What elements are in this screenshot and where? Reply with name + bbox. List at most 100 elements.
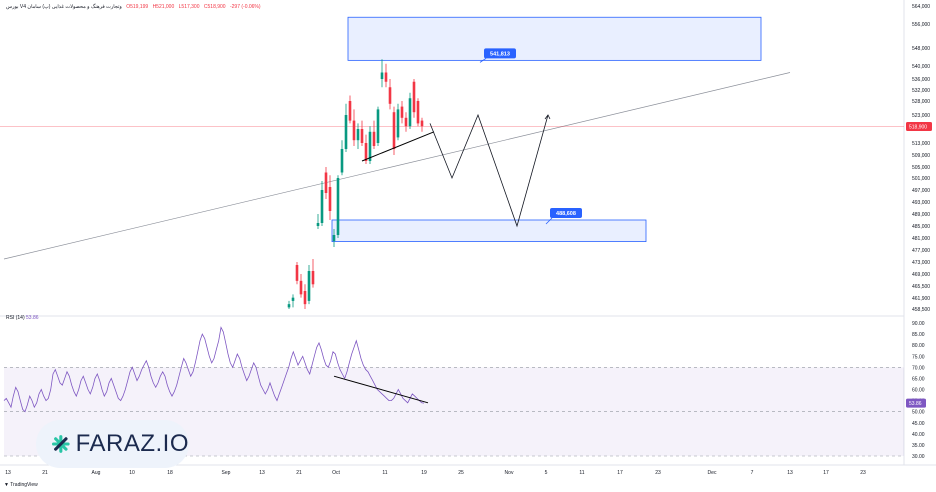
time-tick-15: 17: [617, 470, 623, 476]
candle-body-7: [316, 223, 320, 226]
price-tick-7: 523,000: [912, 113, 930, 119]
candle-body-32: [416, 101, 420, 124]
supply-demand-zones: 541,813 488,608: [331, 16, 762, 243]
long-trend-line: [3, 72, 791, 260]
time-tick-3: 10: [129, 470, 135, 476]
zone-label-0: 541,813: [490, 51, 510, 57]
candle-body-15: [348, 101, 352, 121]
candle-body-29: [404, 117, 408, 127]
candle-body-26: [392, 112, 396, 149]
price-tick-2: 548,000: [912, 46, 930, 52]
faraz-logo: FARAZ.IO: [36, 420, 189, 468]
price-tick-1: 556,000: [912, 22, 930, 28]
rsi-divergence-line: [333, 375, 429, 404]
candle-body-13: [340, 149, 344, 173]
price-tick-4: 536,000: [912, 77, 930, 83]
rsi-name: RSI: [6, 315, 15, 321]
current-price-tag: 518,900: [909, 124, 927, 130]
price-tick-8: 513,000: [912, 141, 930, 147]
candle-body-25: [388, 87, 392, 104]
zone-label-bg-0: [484, 48, 516, 59]
rsi-tick-6: 60.00: [912, 388, 925, 394]
price-tick-3: 540,000: [912, 64, 930, 70]
tradingview-label: TradingView: [10, 482, 38, 488]
price-tick-6: 528,000: [912, 99, 930, 105]
time-tick-9: 11: [382, 470, 387, 476]
price-tick-22: 458,500: [912, 307, 930, 313]
time-tick-8: Oct: [332, 470, 340, 476]
rsi-tick-12: 30.00: [912, 454, 925, 460]
price-tick-13: 493,000: [912, 200, 930, 206]
candle-body-14: [344, 115, 348, 149]
candle-body-2: [295, 265, 299, 281]
rsi-line: [3, 326, 425, 413]
candle-body-4: [303, 291, 307, 305]
candle-body-24: [384, 72, 388, 82]
price-tick-5: 532,000: [912, 88, 930, 94]
price-tick-17: 477,000: [912, 248, 930, 254]
candle-body-5: [307, 271, 311, 301]
candle-body-19: [364, 143, 368, 161]
tradingview-footer[interactable]: ▼ TradingView: [4, 482, 38, 488]
price-tick-0: 564,000: [912, 4, 930, 10]
time-tick-18: 7: [751, 470, 754, 476]
price-tick-14: 489,000: [912, 212, 930, 218]
time-tick-7: 21: [296, 470, 302, 476]
candlestick-series: [287, 59, 424, 309]
price-tick-16: 481,000: [912, 236, 930, 242]
time-tick-5: Sep: [222, 470, 231, 476]
symbol-header: بورس V4 وتجارت فرهنگ و محصولات غذایی (پ)…: [6, 4, 264, 10]
time-tick-12: Nov: [505, 470, 514, 476]
faraz-logo-text: FARAZ.IO: [75, 430, 189, 457]
time-tick-2: Aug: [92, 470, 101, 476]
price-tick-11: 501,000: [912, 176, 930, 182]
price-axis: 564,000 556,000 548,000 540,000 536,000 532,0…: [906, 4, 932, 313]
rsi-tick-8: 50.00: [912, 410, 925, 416]
time-tick-6: 13: [259, 470, 265, 476]
time-tick-14: 11: [579, 470, 584, 476]
zone-label-pointer-1: [545, 217, 553, 225]
projection-path: [361, 113, 551, 228]
rsi-tick-9: 45.00: [912, 421, 925, 427]
rsi-value: 53.86: [26, 315, 39, 321]
candle-body-31: [412, 81, 416, 113]
price-tick-12: 497,000: [912, 188, 930, 194]
symbol-name[interactable]: بورس V4 وتجارت فرهنگ و محصولات غذایی (پ)…: [6, 4, 122, 10]
candle-body-17: [356, 129, 360, 141]
ohlc-low: L517,300: [178, 4, 200, 10]
candle-body-12: [336, 178, 340, 235]
time-tick-20: 17: [823, 470, 829, 476]
time-tick-10: 19: [421, 470, 427, 476]
rsi-axis: 90.0085.0080.0075.0070.0065.0060.0055.00…: [906, 321, 926, 460]
time-tick-4: 18: [167, 470, 173, 476]
zone-box-0: [347, 16, 762, 61]
rsi-tick-3: 75.00: [912, 354, 925, 360]
candle-body-6: [311, 271, 315, 285]
candle-body-30: [408, 98, 412, 127]
projection-zigzag: [429, 113, 549, 228]
candle-body-8: [320, 190, 324, 223]
candle-body-22: [376, 109, 380, 143]
time-tick-11: 25: [458, 470, 464, 476]
candle-body-11: [332, 235, 336, 241]
zone-label-1: 488,608: [556, 211, 576, 217]
time-axis: 13 21 Aug 10 18 Sep 13 21 Oct 11 19 25 Nov 5 11 17 23 Dec…: [5, 470, 866, 476]
candle-body-28: [400, 106, 404, 118]
ohlc-high: H521,000: [152, 4, 175, 10]
zone-label-bg-1: [550, 208, 582, 218]
candle-body-0: [287, 304, 291, 308]
price-tick-18: 473,000: [912, 260, 930, 266]
price-tick-15: 485,000: [912, 224, 930, 230]
rsi-series: [3, 326, 429, 413]
candle-body-1: [291, 297, 295, 301]
time-tick-1: 21: [42, 470, 48, 476]
tradingview-icon: ▼: [4, 482, 9, 488]
price-tick-19: 469,000: [912, 272, 930, 278]
rsi-tick-4: 70.00: [912, 365, 925, 371]
price-divergence-line: [361, 131, 435, 162]
rsi-legend[interactable]: RSI (14) 53.86: [6, 315, 39, 321]
rsi-tick-0: 90.00: [912, 321, 925, 327]
time-tick-13: 5: [545, 470, 548, 476]
candle-body-3: [299, 280, 303, 295]
